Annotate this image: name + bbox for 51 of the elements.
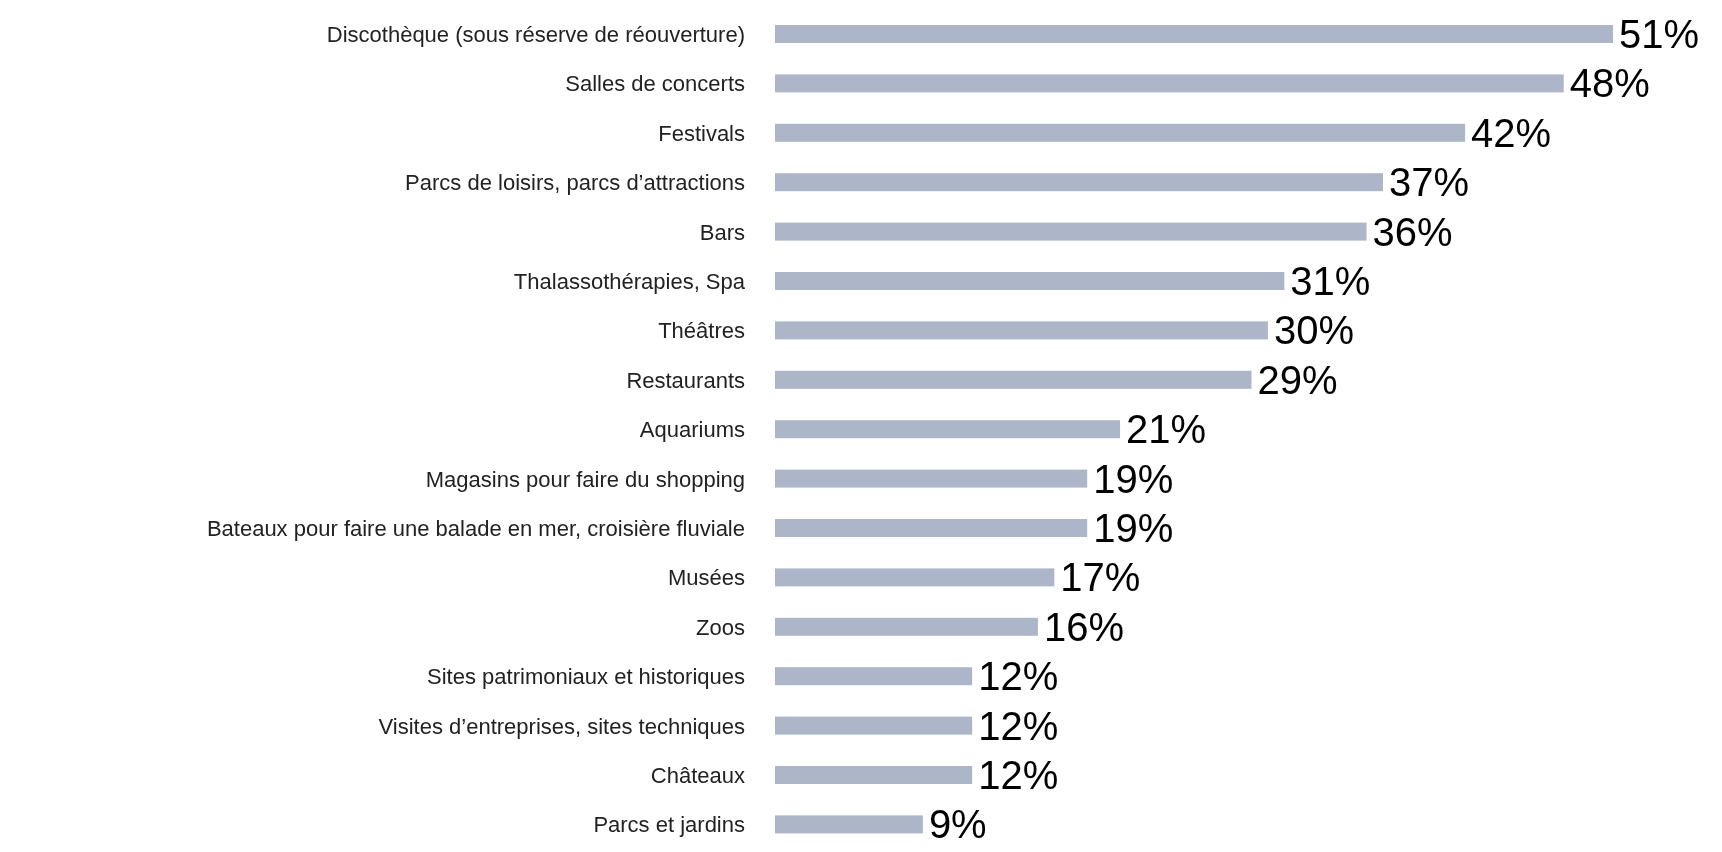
data-label: 17% <box>1060 555 1141 600</box>
y-tick-label: Théâtres <box>658 318 745 344</box>
data-label: 30% <box>1273 308 1354 353</box>
bar <box>775 272 1285 290</box>
y-tick-label: Châteaux <box>650 763 745 788</box>
y-tick-label: Thalassothérapies, Spa <box>513 269 746 294</box>
y-tick-label: Bateaux pour faire une balade en mer, croisière fluviale <box>206 516 745 541</box>
y-tick-label: Restaurants <box>626 367 745 393</box>
y-tick-label: Musées <box>667 565 745 591</box>
data-label: 12% <box>978 703 1059 748</box>
bar <box>775 519 1088 537</box>
data-label: 16% <box>1043 604 1124 649</box>
bar <box>775 370 1252 389</box>
bar <box>775 667 973 686</box>
bar <box>775 716 973 735</box>
y-tick-label: Discothèque (sous réserve de réouverture) <box>326 22 745 47</box>
y-tick-label: Parcs de loisirs, parcs d’attractions <box>405 170 745 196</box>
y-tick-label: Parcs et jardins <box>593 812 745 838</box>
data-label: 19% <box>1093 506 1174 550</box>
bar <box>775 173 1383 192</box>
data-label: 36% <box>1372 209 1453 254</box>
data-label: 51% <box>1619 12 1700 56</box>
y-tick-label: Visites d’entreprises, sites techniques <box>378 713 745 739</box>
y-tick-label: Zoos <box>696 614 745 640</box>
bar <box>775 568 1055 587</box>
y-tick-label: Salles de concerts <box>565 71 745 97</box>
bar <box>775 766 973 784</box>
bar <box>775 420 1121 439</box>
data-label: 48% <box>1569 61 1650 106</box>
y-tick-label: Magasins pour faire du shopping <box>425 466 745 492</box>
data-label: 37% <box>1388 160 1470 205</box>
data-label: 31% <box>1290 259 1371 303</box>
bar <box>775 123 1466 142</box>
y-tick-label: Festivals <box>658 120 745 146</box>
bar <box>775 321 1268 340</box>
bar <box>775 25 1613 43</box>
data-label: 42% <box>1471 110 1552 155</box>
y-tick-label: Aquariums <box>639 417 745 443</box>
bar <box>775 815 923 834</box>
bar <box>775 469 1088 488</box>
data-label: 9% <box>928 802 987 847</box>
y-tick-label: Sites patrimoniaux et historiques <box>427 664 745 690</box>
data-label: 29% <box>1257 357 1338 402</box>
data-label: 12% <box>978 654 1059 699</box>
bar <box>775 222 1367 241</box>
data-label: 21% <box>1126 407 1207 452</box>
y-tick-label: Bars <box>699 219 745 245</box>
bar <box>775 617 1038 636</box>
data-label: 19% <box>1093 456 1174 501</box>
data-label: 12% <box>978 753 1059 797</box>
bar <box>775 74 1564 93</box>
